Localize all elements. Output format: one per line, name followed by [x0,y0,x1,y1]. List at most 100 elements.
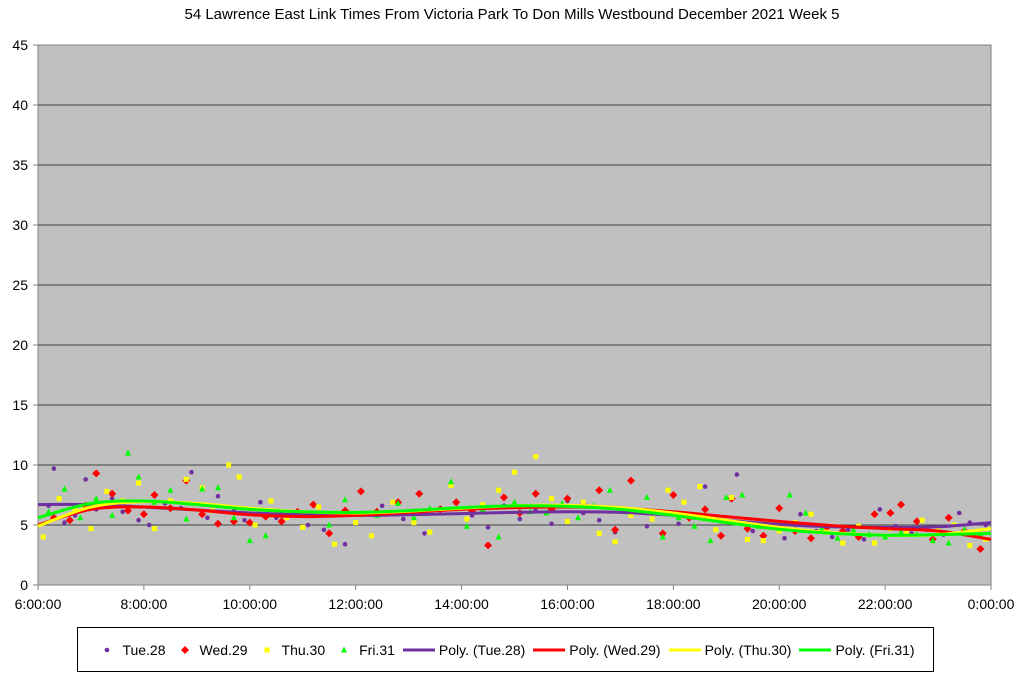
plot-area [37,44,992,586]
point-thu-30 [596,530,602,536]
point-tue-28 [956,510,962,516]
point-fri-31 [447,478,454,485]
point-fri-31 [395,499,402,506]
point-tue-28 [877,507,883,512]
point-thu-30 [316,504,322,510]
point-thu-30 [496,487,502,493]
point-thu-30 [697,484,703,490]
legend-swatch [180,645,189,654]
point-thu-30 [533,454,539,460]
point-thu-30 [427,529,433,535]
legend-label: Poly. (Tue.28) [438,641,526,658]
trendline-poly-fri-31 [37,499,992,537]
point-tue-28 [422,531,427,536]
point-thu-30 [151,526,157,532]
point-tue-28 [205,515,210,521]
legend-label: Fri.31 [359,641,395,658]
point-thu-30 [564,518,570,524]
point-wed-29 [595,486,604,495]
legend-label: Poly. (Thu.30) [704,641,792,658]
legend-label: Thu.30 [281,641,326,658]
point-fri-31 [93,495,100,502]
point-fri-31 [246,537,253,544]
legend-swatch [264,647,270,652]
legend-label: Poly. (Wed.29) [569,641,661,658]
point-thu-30 [226,462,232,468]
point-tue-28 [215,493,221,499]
legend-item: Fri.31 [333,642,395,658]
point-tue-28 [596,517,602,523]
y-tick-label: 5 [20,517,28,533]
point-thu-30 [88,526,94,532]
point-tue-28 [734,472,740,477]
point-thu-30 [808,511,814,517]
point-fri-31 [818,525,825,532]
point-fri-31 [723,493,730,500]
trendline-poly-wed-29 [37,505,992,541]
point-tue-28 [485,525,491,530]
point-wed-29 [701,505,710,514]
legend-item: Poly. (Tue.28) [402,641,526,658]
point-fri-31 [575,514,582,521]
point-thu-30 [919,517,925,523]
point-tue-28 [644,523,650,529]
point-wed-29 [245,518,254,527]
y-tick-label: 25 [12,277,28,293]
legend-marker [264,647,270,652]
point-wed-29 [716,531,725,540]
x-tick-label: 20:00:00 [752,596,807,612]
x-tick-label: 12:00:00 [328,596,383,612]
x-tick-label: 0:00:00 [968,596,1015,612]
y-tick-label: 15 [12,397,28,413]
point-fri-31 [183,515,190,522]
point-tue-28 [189,469,194,475]
point-tue-28 [782,535,787,541]
point-tue-28 [62,520,67,525]
point-wed-29 [775,504,784,513]
y-tick-label: 20 [12,337,28,353]
point-wed-29 [626,476,635,485]
point-wed-29 [65,516,74,525]
point-wed-29 [806,534,815,543]
point-thu-30 [369,533,375,539]
x-tick-label: 10:00:00 [223,596,278,612]
y-tick-label: 10 [12,457,28,473]
point-wed-29 [277,517,286,526]
point-tue-28 [146,522,152,528]
point-tue-28 [379,503,385,509]
legend-item: Poly. (Fri.31) [799,642,915,658]
point-tue-28 [861,537,867,542]
point-tue-28 [702,484,708,489]
point-fri-31 [135,473,142,480]
point-wed-29 [415,489,424,498]
point-thu-30 [300,524,306,530]
point-wed-29 [759,531,768,540]
point-wed-29 [611,525,620,534]
point-fri-31 [897,528,904,535]
y-tick-label: 0 [20,577,28,593]
point-thu-30 [967,542,973,548]
point-thu-30 [56,496,62,502]
point-wed-29 [976,545,985,553]
x-tick-label: 18:00:00 [646,596,701,612]
point-fri-31 [786,491,793,498]
point-fri-31 [463,522,470,529]
point-tue-28 [342,541,348,547]
point-fri-31 [495,533,502,540]
point-fri-31 [77,514,84,521]
point-wed-29 [214,519,223,528]
point-tue-28 [51,466,57,471]
point-thu-30 [681,499,687,505]
point-wed-29 [669,491,678,499]
point-fri-31 [511,498,518,505]
point-fri-31 [215,484,222,491]
legend-marker [341,646,348,652]
x-tick-label: 16:00:00 [540,596,595,612]
point-tue-28 [549,521,554,527]
y-tick-label: 45 [12,37,28,53]
point-wed-29 [325,529,334,538]
point-tue-28 [750,528,756,534]
y-tick-label: 35 [12,157,28,173]
point-thu-30 [840,540,846,546]
point-wed-29 [531,489,540,498]
